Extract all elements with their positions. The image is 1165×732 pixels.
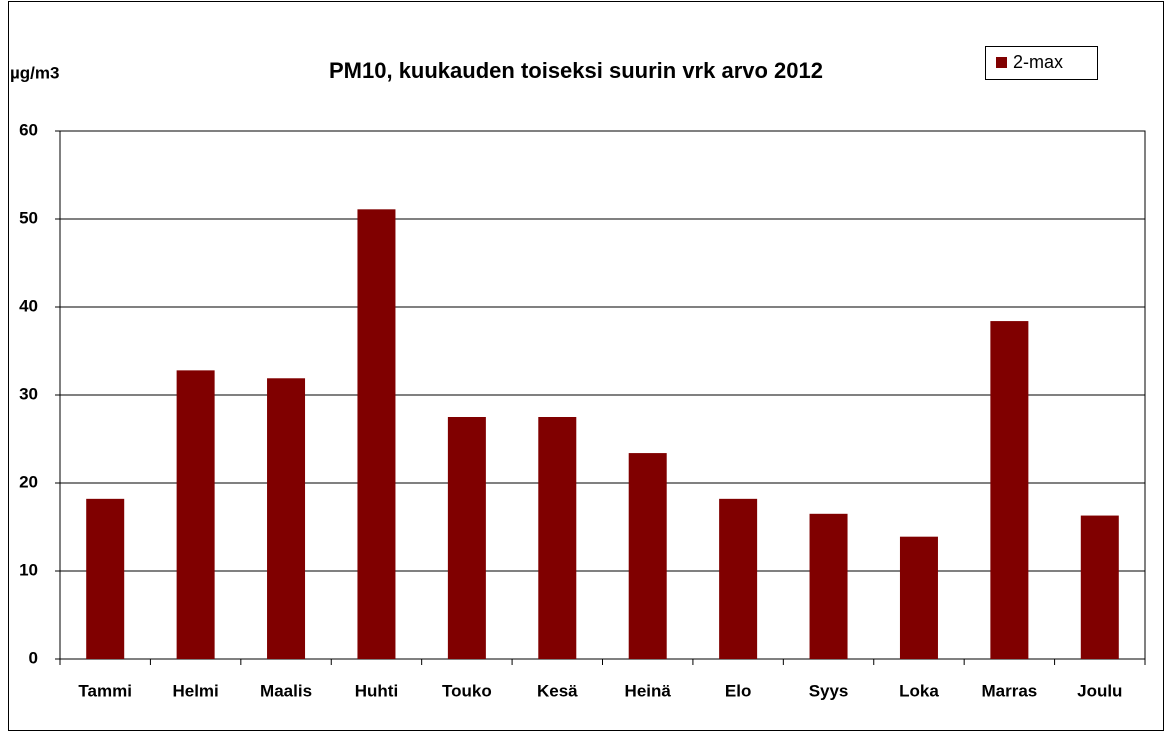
x-tick-label: Elo (725, 681, 751, 700)
y-axis-label: µg/m3 (10, 63, 59, 82)
y-tick-label: 40 (19, 296, 38, 315)
bar (357, 209, 396, 659)
y-tick-label: 50 (19, 208, 38, 227)
bar (628, 453, 667, 659)
y-tick-label: 20 (19, 472, 38, 491)
chart-title: PM10, kuukauden toiseksi suurin vrk arvo… (329, 58, 823, 83)
bar (447, 417, 486, 659)
x-tick-label: Marras (981, 681, 1037, 700)
bar (990, 321, 1029, 659)
legend-swatch (996, 57, 1007, 68)
bar (899, 536, 938, 659)
bar (538, 417, 577, 659)
y-tick-label: 0 (29, 648, 38, 667)
bar (267, 378, 306, 659)
x-tick-label: Touko (442, 681, 492, 700)
bar (86, 498, 125, 659)
bar (176, 370, 215, 659)
y-tick-label: 60 (19, 120, 38, 139)
legend-label: 2-max (1013, 52, 1063, 72)
x-tick-label: Kesä (537, 681, 578, 700)
x-tick-label: Helmi (172, 681, 218, 700)
y-tick-label: 30 (19, 384, 38, 403)
y-tick-label: 10 (19, 560, 38, 579)
x-tick-label: Syys (809, 681, 849, 700)
x-tick-label: Maalis (260, 681, 312, 700)
x-tick-label: Joulu (1077, 681, 1122, 700)
x-tick-label: Heinä (625, 681, 672, 700)
x-tick-label: Huhti (355, 681, 398, 700)
x-tick-label: Loka (899, 681, 939, 700)
bar (809, 513, 848, 659)
bar (719, 498, 758, 659)
x-tick-label: Tammi (78, 681, 132, 700)
bar (1080, 515, 1119, 659)
